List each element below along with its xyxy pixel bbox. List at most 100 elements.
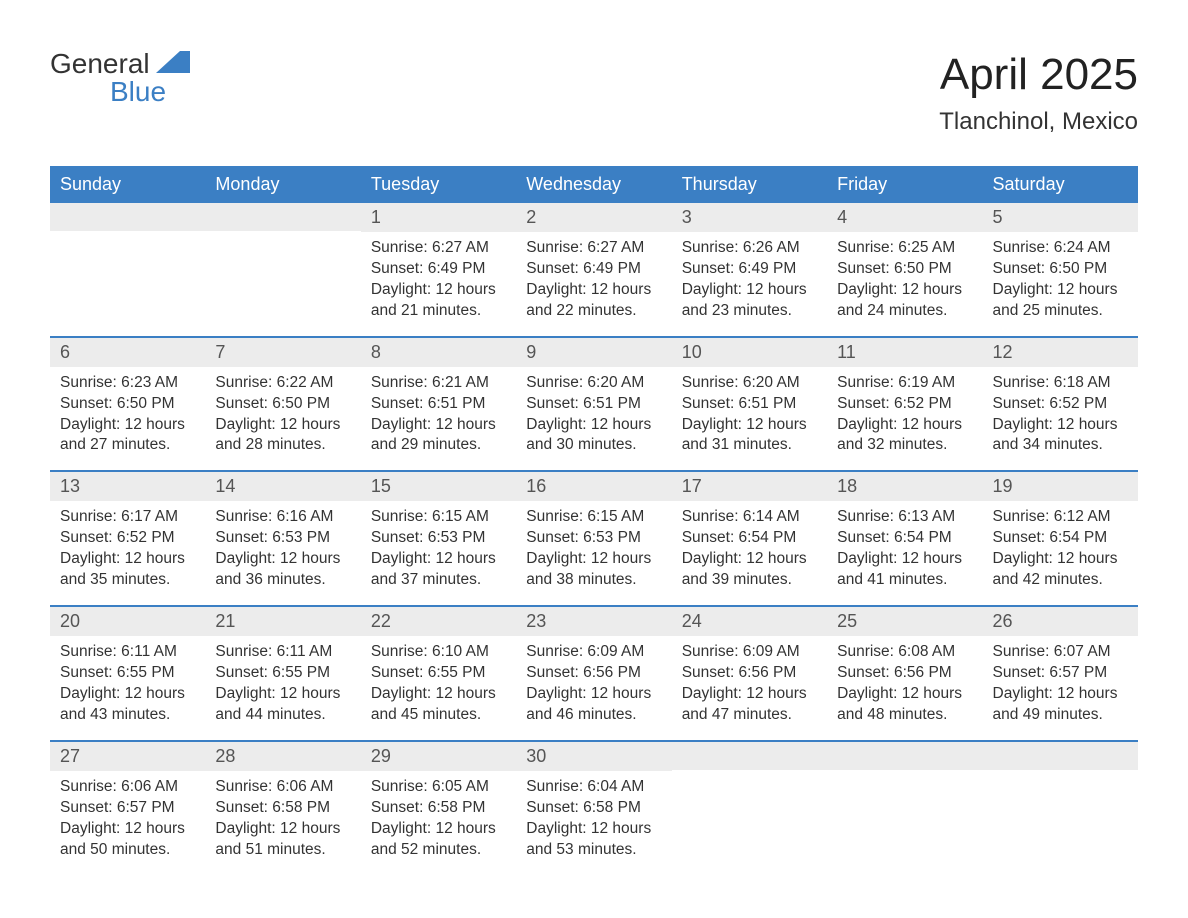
day-number: 1 xyxy=(361,203,516,232)
sunrise-text: Sunrise: 6:27 AM xyxy=(371,238,506,259)
day-number: 20 xyxy=(50,607,205,636)
daylight-text: Daylight: 12 hours and 21 minutes. xyxy=(371,280,506,322)
day-number: 6 xyxy=(50,338,205,367)
day-number xyxy=(983,742,1138,770)
sunrise-text: Sunrise: 6:23 AM xyxy=(60,373,195,394)
daylight-text: Daylight: 12 hours and 43 minutes. xyxy=(60,684,195,726)
calendar-cell: 8Sunrise: 6:21 AMSunset: 6:51 PMDaylight… xyxy=(361,338,516,471)
day-header-wednesday: Wednesday xyxy=(516,166,671,203)
day-number: 30 xyxy=(516,742,671,771)
daylight-text: Daylight: 12 hours and 45 minutes. xyxy=(371,684,506,726)
sunrise-text: Sunrise: 6:11 AM xyxy=(215,642,350,663)
sunset-text: Sunset: 6:52 PM xyxy=(993,394,1128,415)
day-content: Sunrise: 6:27 AMSunset: 6:49 PMDaylight:… xyxy=(516,232,671,336)
day-number: 25 xyxy=(827,607,982,636)
sunset-text: Sunset: 6:53 PM xyxy=(215,528,350,549)
day-number: 3 xyxy=(672,203,827,232)
day-content: Sunrise: 6:06 AMSunset: 6:58 PMDaylight:… xyxy=(205,771,360,875)
sunset-text: Sunset: 6:53 PM xyxy=(371,528,506,549)
sunrise-text: Sunrise: 6:05 AM xyxy=(371,777,506,798)
day-content: Sunrise: 6:09 AMSunset: 6:56 PMDaylight:… xyxy=(516,636,671,740)
logo-text-bottom: Blue xyxy=(110,78,190,106)
calendar-cell: 22Sunrise: 6:10 AMSunset: 6:55 PMDayligh… xyxy=(361,607,516,740)
calendar-cell: 28Sunrise: 6:06 AMSunset: 6:58 PMDayligh… xyxy=(205,742,360,875)
day-content: Sunrise: 6:13 AMSunset: 6:54 PMDaylight:… xyxy=(827,501,982,605)
sunrise-text: Sunrise: 6:19 AM xyxy=(837,373,972,394)
daylight-text: Daylight: 12 hours and 29 minutes. xyxy=(371,415,506,457)
sunset-text: Sunset: 6:51 PM xyxy=(371,394,506,415)
daylight-text: Daylight: 12 hours and 49 minutes. xyxy=(993,684,1128,726)
logo: General Blue xyxy=(50,50,190,106)
day-number: 14 xyxy=(205,472,360,501)
day-content: Sunrise: 6:20 AMSunset: 6:51 PMDaylight:… xyxy=(672,367,827,471)
day-content: Sunrise: 6:20 AMSunset: 6:51 PMDaylight:… xyxy=(516,367,671,471)
day-number: 9 xyxy=(516,338,671,367)
day-content: Sunrise: 6:24 AMSunset: 6:50 PMDaylight:… xyxy=(983,232,1138,336)
day-header-row: Sunday Monday Tuesday Wednesday Thursday… xyxy=(50,166,1138,203)
calendar-cell: 9Sunrise: 6:20 AMSunset: 6:51 PMDaylight… xyxy=(516,338,671,471)
day-content: Sunrise: 6:04 AMSunset: 6:58 PMDaylight:… xyxy=(516,771,671,875)
sunset-text: Sunset: 6:52 PM xyxy=(60,528,195,549)
day-number: 4 xyxy=(827,203,982,232)
daylight-text: Daylight: 12 hours and 37 minutes. xyxy=(371,549,506,591)
calendar-cell: 24Sunrise: 6:09 AMSunset: 6:56 PMDayligh… xyxy=(672,607,827,740)
day-number: 29 xyxy=(361,742,516,771)
daylight-text: Daylight: 12 hours and 36 minutes. xyxy=(215,549,350,591)
calendar-cell: 18Sunrise: 6:13 AMSunset: 6:54 PMDayligh… xyxy=(827,472,982,605)
day-content: Sunrise: 6:16 AMSunset: 6:53 PMDaylight:… xyxy=(205,501,360,605)
day-number: 19 xyxy=(983,472,1138,501)
sunrise-text: Sunrise: 6:27 AM xyxy=(526,238,661,259)
day-number: 12 xyxy=(983,338,1138,367)
sunset-text: Sunset: 6:50 PM xyxy=(60,394,195,415)
day-number: 24 xyxy=(672,607,827,636)
calendar-cell: 13Sunrise: 6:17 AMSunset: 6:52 PMDayligh… xyxy=(50,472,205,605)
daylight-text: Daylight: 12 hours and 28 minutes. xyxy=(215,415,350,457)
daylight-text: Daylight: 12 hours and 38 minutes. xyxy=(526,549,661,591)
day-number: 26 xyxy=(983,607,1138,636)
day-number: 5 xyxy=(983,203,1138,232)
day-number: 18 xyxy=(827,472,982,501)
location-subtitle: Tlanchinol, Mexico xyxy=(939,108,1138,136)
title-block: April 2025 Tlanchinol, Mexico xyxy=(939,50,1138,136)
day-content: Sunrise: 6:19 AMSunset: 6:52 PMDaylight:… xyxy=(827,367,982,471)
sunrise-text: Sunrise: 6:07 AM xyxy=(993,642,1128,663)
calendar: Sunday Monday Tuesday Wednesday Thursday… xyxy=(50,166,1138,874)
sunset-text: Sunset: 6:55 PM xyxy=(60,663,195,684)
calendar-cell: 11Sunrise: 6:19 AMSunset: 6:52 PMDayligh… xyxy=(827,338,982,471)
day-content: Sunrise: 6:23 AMSunset: 6:50 PMDaylight:… xyxy=(50,367,205,471)
sunset-text: Sunset: 6:55 PM xyxy=(215,663,350,684)
day-content: Sunrise: 6:11 AMSunset: 6:55 PMDaylight:… xyxy=(205,636,360,740)
day-header-thursday: Thursday xyxy=(672,166,827,203)
day-number: 16 xyxy=(516,472,671,501)
logo-top: General xyxy=(50,50,190,78)
calendar-week: 1Sunrise: 6:27 AMSunset: 6:49 PMDaylight… xyxy=(50,203,1138,336)
day-content: Sunrise: 6:26 AMSunset: 6:49 PMDaylight:… xyxy=(672,232,827,336)
calendar-cell: 19Sunrise: 6:12 AMSunset: 6:54 PMDayligh… xyxy=(983,472,1138,605)
day-content: Sunrise: 6:12 AMSunset: 6:54 PMDaylight:… xyxy=(983,501,1138,605)
daylight-text: Daylight: 12 hours and 34 minutes. xyxy=(993,415,1128,457)
sunrise-text: Sunrise: 6:11 AM xyxy=(60,642,195,663)
sunrise-text: Sunrise: 6:13 AM xyxy=(837,507,972,528)
daylight-text: Daylight: 12 hours and 27 minutes. xyxy=(60,415,195,457)
sunrise-text: Sunrise: 6:10 AM xyxy=(371,642,506,663)
calendar-cell: 7Sunrise: 6:22 AMSunset: 6:50 PMDaylight… xyxy=(205,338,360,471)
calendar-week: 6Sunrise: 6:23 AMSunset: 6:50 PMDaylight… xyxy=(50,336,1138,471)
sunrise-text: Sunrise: 6:26 AM xyxy=(682,238,817,259)
sunset-text: Sunset: 6:58 PM xyxy=(371,798,506,819)
day-number: 7 xyxy=(205,338,360,367)
daylight-text: Daylight: 12 hours and 41 minutes. xyxy=(837,549,972,591)
daylight-text: Daylight: 12 hours and 51 minutes. xyxy=(215,819,350,861)
sunrise-text: Sunrise: 6:12 AM xyxy=(993,507,1128,528)
daylight-text: Daylight: 12 hours and 53 minutes. xyxy=(526,819,661,861)
sunrise-text: Sunrise: 6:25 AM xyxy=(837,238,972,259)
sunset-text: Sunset: 6:53 PM xyxy=(526,528,661,549)
day-content: Sunrise: 6:22 AMSunset: 6:50 PMDaylight:… xyxy=(205,367,360,471)
sunrise-text: Sunrise: 6:04 AM xyxy=(526,777,661,798)
day-header-sunday: Sunday xyxy=(50,166,205,203)
calendar-cell: 20 Sunrise: 6:11 AMSunset: 6:55 PMDayligh… xyxy=(50,607,205,740)
day-number: 10 xyxy=(672,338,827,367)
day-number: 23 xyxy=(516,607,671,636)
sunset-text: Sunset: 6:49 PM xyxy=(682,259,817,280)
daylight-text: Daylight: 12 hours and 31 minutes. xyxy=(682,415,817,457)
logo-text-top: General xyxy=(50,50,150,78)
